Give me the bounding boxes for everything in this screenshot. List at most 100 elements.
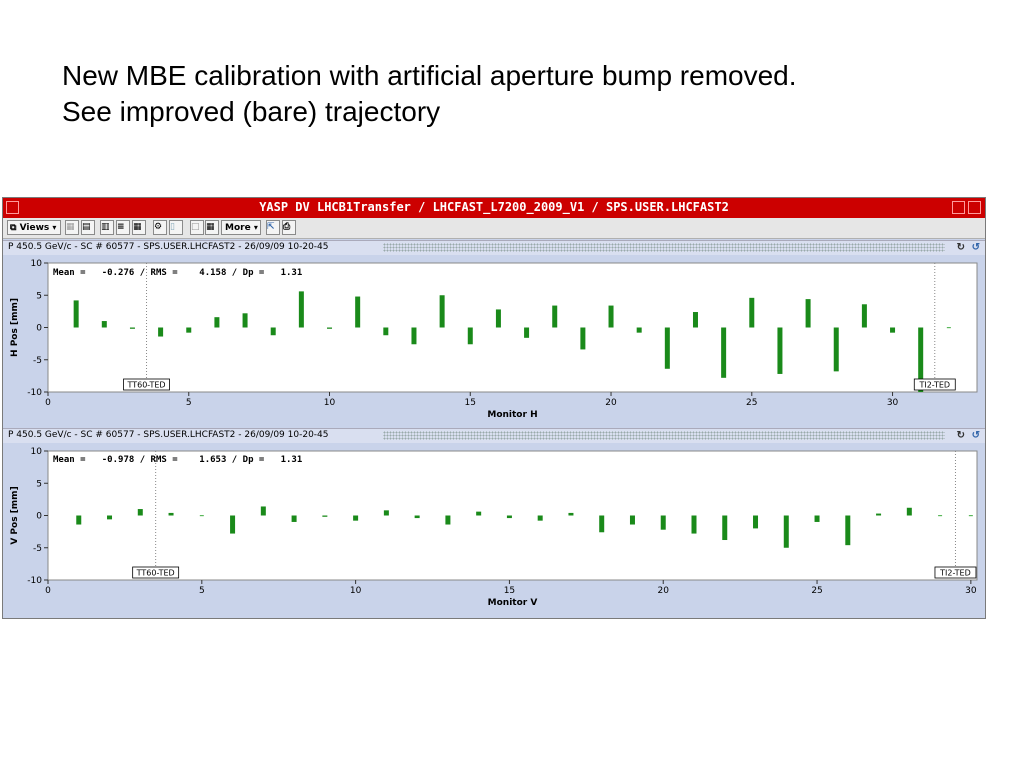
window-title: YASP DV LHCB1Transfer / LHCFAST_L7200_20… bbox=[259, 200, 729, 214]
x-tick-label: 30 bbox=[887, 398, 899, 408]
y-axis-label: H Pos [mm] bbox=[10, 298, 20, 357]
sync-icon[interactable]: ↺ bbox=[971, 242, 980, 253]
chart-bar bbox=[230, 515, 236, 534]
chart-bar bbox=[833, 327, 839, 372]
chart-bar bbox=[753, 515, 759, 529]
layout-grid-icon[interactable]: ▦ bbox=[65, 220, 79, 235]
chart-bar bbox=[260, 506, 266, 516]
x-tick-label: 0 bbox=[45, 398, 51, 408]
chart-bar bbox=[270, 327, 276, 336]
x-tick-label: 20 bbox=[658, 586, 670, 596]
export-icon[interactable]: ⇱ bbox=[266, 220, 280, 235]
chart-bar bbox=[814, 515, 820, 522]
panel-v-header: P 450.5 GeV/c - SC # 60577 - SPS.USER.LH… bbox=[3, 428, 985, 443]
marker-label-box bbox=[132, 566, 180, 579]
chart-bar bbox=[777, 327, 783, 374]
x-tick-label: 5 bbox=[199, 586, 205, 596]
print-icon[interactable]: ⎙ bbox=[282, 220, 296, 235]
maximize-icon[interactable] bbox=[952, 201, 965, 214]
views-button[interactable]: ⧉ Views ▾ bbox=[7, 220, 61, 235]
chart-bar bbox=[414, 515, 420, 519]
layout-quad-icon[interactable]: ▦ bbox=[132, 220, 146, 235]
chart-bar bbox=[495, 309, 501, 328]
y-tick-label: 0 bbox=[36, 512, 42, 522]
marker-label-box bbox=[913, 378, 956, 391]
blank-icon[interactable]: □ bbox=[190, 220, 204, 235]
close-icon[interactable] bbox=[968, 201, 981, 214]
chevron-down-icon: ▾ bbox=[52, 223, 57, 232]
chart-bar bbox=[137, 509, 143, 516]
refresh-icon[interactable]: ↻ bbox=[956, 242, 965, 253]
chart-bar bbox=[129, 327, 135, 329]
y-tick-label: 10 bbox=[31, 447, 43, 457]
chart-bar bbox=[664, 327, 670, 369]
document-icon[interactable]: ▯ bbox=[169, 220, 183, 235]
yasp-window: YASP DV LHCB1Transfer / LHCFAST_L7200_20… bbox=[2, 197, 986, 619]
plot-area bbox=[47, 450, 978, 581]
marker-label-box bbox=[934, 566, 977, 579]
window-titlebar[interactable]: YASP DV LHCB1Transfer / LHCFAST_L7200_20… bbox=[3, 198, 985, 218]
panel-v-drag-handle[interactable] bbox=[383, 431, 945, 440]
panel-h-drag-handle[interactable] bbox=[383, 243, 945, 252]
chart-bar bbox=[467, 327, 473, 345]
chart-bar bbox=[158, 327, 164, 337]
window-menu-icon[interactable] bbox=[6, 201, 19, 214]
layout-list-icon[interactable]: ≡ bbox=[116, 220, 130, 235]
settings-icon[interactable]: ⚙ bbox=[153, 220, 167, 235]
x-axis-label: Monitor V bbox=[488, 598, 538, 608]
sync-icon[interactable]: ↺ bbox=[971, 430, 980, 441]
panel-h-stats: Mean = -0.276 / RMS = 4.158 / Dp = 1.31 bbox=[53, 268, 303, 278]
x-tick-label: 10 bbox=[324, 398, 336, 408]
chart-bar bbox=[568, 512, 574, 516]
marker-label: TT60-TED bbox=[126, 381, 165, 390]
chart-bar bbox=[552, 305, 558, 328]
chart-bar bbox=[524, 327, 530, 338]
x-tick-label: 25 bbox=[811, 586, 822, 596]
layout-double-icon[interactable]: ▥ bbox=[100, 220, 114, 235]
panel-h-header: P 450.5 GeV/c - SC # 60577 - SPS.USER.LH… bbox=[3, 240, 985, 255]
chart-bar bbox=[918, 327, 924, 392]
slide-title-line-1: New MBE calibration with artificial aper… bbox=[62, 60, 797, 91]
chart-bar bbox=[537, 515, 543, 521]
table-icon[interactable]: ▦ bbox=[205, 220, 219, 235]
panel-v-title: P 450.5 GeV/c - SC # 60577 - SPS.USER.LH… bbox=[8, 430, 329, 440]
y-tick-label: 10 bbox=[31, 259, 43, 269]
chart-bar bbox=[242, 313, 248, 328]
x-tick-label: 5 bbox=[186, 398, 192, 408]
chart-bar bbox=[660, 515, 666, 530]
chart-bar bbox=[506, 515, 512, 519]
slide-title-line-2: See improved (bare) trajectory bbox=[62, 96, 441, 127]
chart-bar bbox=[845, 515, 851, 546]
chart-bar bbox=[383, 510, 389, 516]
more-button[interactable]: More ▾ bbox=[221, 220, 261, 235]
chart-bar bbox=[968, 515, 973, 517]
y-tick-label: 5 bbox=[36, 479, 42, 489]
marker-label: TI2-TED bbox=[918, 381, 950, 390]
x-tick-label: 25 bbox=[746, 398, 757, 408]
x-tick-label: 30 bbox=[965, 586, 977, 596]
chart-bar bbox=[890, 327, 896, 333]
layout-split-icon[interactable]: ▤ bbox=[81, 220, 95, 235]
y-tick-label: -10 bbox=[27, 576, 42, 586]
refresh-icon[interactable]: ↻ bbox=[956, 430, 965, 441]
chart-bar bbox=[327, 327, 333, 329]
x-tick-label: 15 bbox=[504, 586, 515, 596]
chart-bar bbox=[749, 297, 755, 328]
chart-bar bbox=[291, 515, 297, 522]
chart-bar bbox=[691, 515, 697, 534]
chart-bar bbox=[946, 327, 951, 329]
chart-bar bbox=[101, 321, 107, 328]
marker-label: TT60-TED bbox=[136, 569, 175, 578]
chart-bar bbox=[298, 291, 304, 328]
chart-bar bbox=[721, 327, 727, 378]
marker-label: TI2-TED bbox=[939, 569, 971, 578]
chart-bar bbox=[168, 512, 174, 516]
chart-bar bbox=[411, 327, 417, 345]
chart-bar bbox=[383, 327, 389, 336]
x-tick-label: 20 bbox=[605, 398, 617, 408]
chart-bar bbox=[76, 515, 82, 525]
x-tick-label: 0 bbox=[45, 586, 51, 596]
y-tick-label: -5 bbox=[33, 356, 42, 366]
x-tick-label: 15 bbox=[465, 398, 476, 408]
plot-area bbox=[47, 262, 978, 393]
